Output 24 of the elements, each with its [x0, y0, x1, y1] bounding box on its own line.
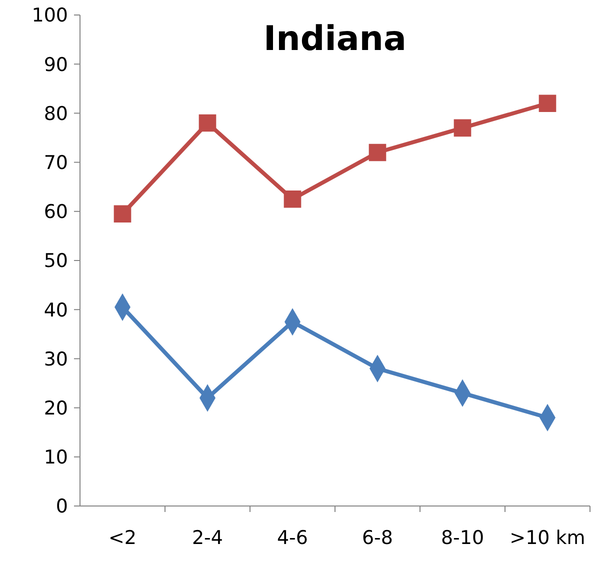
x-tick-label: 6-8: [362, 527, 394, 549]
y-tick-label: 40: [44, 299, 68, 322]
y-tick-label: 100: [32, 4, 68, 27]
point: [284, 190, 302, 208]
y-tick-label: 60: [44, 201, 68, 224]
y-tick-label: 30: [44, 348, 68, 370]
point: [198, 114, 216, 132]
y-tick-label: 90: [44, 54, 68, 76]
y-tick-label: 80: [44, 102, 68, 125]
y-tick-label: 50: [44, 250, 68, 272]
point: [114, 205, 132, 223]
point: [454, 119, 472, 137]
x-tick-label: 8-10: [440, 527, 484, 549]
x-tick-label: >10 km: [510, 527, 586, 549]
point: [538, 94, 556, 112]
x-tick-label: 4-6: [276, 527, 308, 549]
y-tick-label: 20: [44, 397, 68, 420]
y-tick-label: 70: [44, 152, 68, 174]
x-tick-label: 2-4: [192, 527, 224, 549]
chart-title: Indiana: [264, 19, 406, 59]
y-tick-label: 10: [44, 446, 68, 469]
x-tick-label: <2: [108, 527, 137, 549]
y-tick-label: 0: [56, 496, 68, 518]
point: [368, 144, 386, 162]
